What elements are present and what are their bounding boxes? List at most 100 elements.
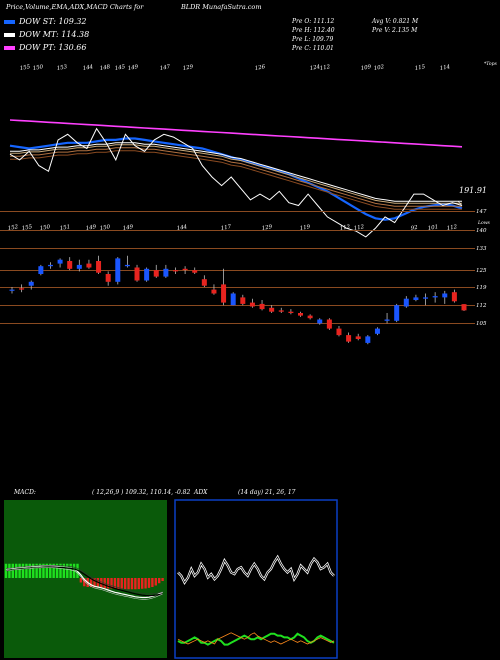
candle-body xyxy=(355,336,361,339)
macd-histogram-bar xyxy=(66,563,69,578)
ema-top-label: 109 xyxy=(360,64,372,72)
ema-top-label: 126 xyxy=(254,64,266,72)
legend-st: DOW ST: 109.32 xyxy=(19,17,87,26)
macd-histogram-bar xyxy=(134,578,137,590)
macd-histogram-bar xyxy=(123,578,127,590)
ohlc-close: Pre C: 110.01 xyxy=(292,45,334,52)
candle-body xyxy=(172,270,178,272)
price-level-label: 133 xyxy=(476,246,487,252)
candle-body xyxy=(240,297,246,304)
candle-body xyxy=(461,304,467,311)
candle-body xyxy=(326,319,332,329)
candle-body xyxy=(9,289,15,291)
candle-body xyxy=(403,298,409,307)
candle-body xyxy=(317,319,323,324)
macd-histogram-bar xyxy=(18,563,21,578)
macd-histogram-bar xyxy=(127,578,130,590)
ohlc-high: Pre H: 112.40 xyxy=(292,27,335,34)
candle-body xyxy=(153,270,159,277)
price-top-label: 112 xyxy=(353,224,365,232)
candle-body xyxy=(374,328,380,334)
macd-histogram-bar xyxy=(35,563,38,578)
macd-histogram-bar xyxy=(89,578,93,587)
macd-histogram-bar xyxy=(117,578,120,589)
ema-top-label: 149 xyxy=(127,64,139,72)
ema-connector xyxy=(457,200,463,206)
candle-body xyxy=(423,297,429,299)
ema-top-label: 150 xyxy=(32,64,44,72)
macd-histogram-bar xyxy=(62,563,66,578)
macd-histogram-bar xyxy=(21,563,25,578)
candle-body xyxy=(230,293,236,306)
price-top-label: 112 xyxy=(446,224,458,232)
macd-histogram-bar xyxy=(52,563,55,578)
price-top-label: 92 xyxy=(410,225,418,232)
candle-body xyxy=(96,261,102,273)
candle-body xyxy=(278,310,284,312)
ema-last-value: 191.91 xyxy=(459,186,487,195)
candle-body xyxy=(221,284,227,303)
price-level-label: 119 xyxy=(476,285,487,291)
macd-histogram-bar xyxy=(45,563,49,578)
ohlc-open: Pre O: 111.12 xyxy=(292,18,335,25)
price-level-label: 105 xyxy=(476,321,487,327)
site-name: MunafaSutra.com xyxy=(202,3,262,11)
ema-top-label: 155 xyxy=(19,64,31,72)
candle-body xyxy=(336,328,342,336)
candle-body xyxy=(201,279,207,286)
legend-mt: DOW MT: 114.38 xyxy=(19,30,90,39)
pre-volume: Pre V: 2.135 M xyxy=(372,27,418,34)
macd-values: ( 12,26,9 ) 109.32, 110.14, -0.82 xyxy=(92,489,191,496)
legend-pt: DOW PT: 130.66 xyxy=(19,43,87,52)
macd-histogram-bar xyxy=(140,578,144,589)
price-top-label: 129 xyxy=(261,224,273,232)
macd-histogram-bar xyxy=(42,563,45,578)
chart-title: Price,Volume,EMA,ADX,MACD Charts for xyxy=(6,4,143,11)
price-top-label: 155 xyxy=(21,224,33,232)
macd-histogram-bar xyxy=(59,563,62,578)
candle-body xyxy=(163,268,169,277)
candle-body xyxy=(67,261,73,269)
candle-body xyxy=(38,266,44,274)
macd-histogram-bar xyxy=(25,563,28,578)
candle-body xyxy=(346,335,352,342)
macd-histogram-bar xyxy=(83,578,86,587)
macd-histogram-bar xyxy=(93,578,96,588)
macd-histogram-bar xyxy=(32,563,35,578)
candle-body xyxy=(451,292,457,302)
ema-series-line xyxy=(9,127,463,238)
macd-histogram-bar xyxy=(11,563,15,578)
macd-signal-shadow xyxy=(5,565,163,595)
candle-body xyxy=(115,258,121,282)
candle-body xyxy=(211,289,217,294)
candle-body xyxy=(298,313,304,316)
macd-histogram-bar xyxy=(113,578,117,589)
ohlc-low: Pre L: 109.79 xyxy=(292,36,334,43)
candle-body xyxy=(47,264,53,267)
ema-top-label: 145 xyxy=(114,64,126,72)
price-top-label: 152 xyxy=(7,224,19,232)
candle-body xyxy=(307,315,313,319)
macd-histogram-bar xyxy=(154,578,157,586)
price-level-label: 147 xyxy=(476,209,487,215)
candle-body xyxy=(19,288,25,290)
price-top-label: 150 xyxy=(99,224,111,232)
candle-body xyxy=(394,305,400,321)
tops-label: *Tops xyxy=(484,62,497,67)
macd-histogram-bar xyxy=(147,578,151,588)
macd-histogram-bar xyxy=(15,563,18,578)
candle-body xyxy=(269,307,275,312)
macd-line-shadow xyxy=(5,567,163,600)
macd-histogram-bar xyxy=(144,578,147,589)
candle-body xyxy=(384,319,390,321)
candle-body xyxy=(413,297,419,300)
ema-top-label: 102 xyxy=(373,64,385,72)
macd-histogram-bar xyxy=(69,563,72,578)
price-level-label: 140 xyxy=(476,228,487,234)
candle-body xyxy=(182,268,188,271)
price-top-label: 150 xyxy=(39,224,51,232)
macd-histogram-bar xyxy=(110,578,113,589)
price-top-label: 117 xyxy=(220,224,232,232)
macd-histogram-bar xyxy=(4,563,8,578)
